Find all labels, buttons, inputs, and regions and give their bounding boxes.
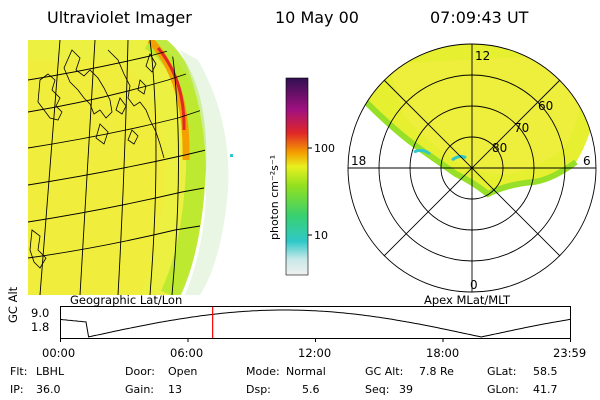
colorbar-tick-label-10: 10 [314, 229, 328, 242]
colorbar-tick-label-100: 100 [314, 142, 335, 155]
mode-value: Normal [286, 365, 326, 378]
polar-emission-edge [363, 99, 578, 198]
mlt-label-0: 0 [470, 278, 478, 292]
auroral-arc [156, 47, 186, 131]
flt-label: Flt: [10, 365, 28, 378]
uv-emission-yellow [28, 60, 166, 295]
colorbar-gradient [285, 77, 309, 276]
dayglow-fleck [230, 154, 233, 157]
seq-label: Seq: [365, 383, 390, 396]
flt-value: LBHL [36, 365, 65, 378]
ip-label: IP: [10, 383, 24, 396]
glon-label: GLon: [487, 383, 519, 396]
polar-grid [347, 43, 597, 293]
track-xtick-18: 18:00 [426, 346, 460, 360]
mlat-label-70: 70 [514, 121, 529, 135]
track-xtick-12: 12:00 [298, 346, 332, 360]
track-frame [60, 306, 571, 339]
gc-alt-label: GC Alt: [365, 365, 404, 378]
polar-cusp-spot [413, 148, 431, 156]
mode-label: Mode: [246, 365, 280, 378]
track-ytick-9: 9.0 [31, 306, 50, 320]
gc-alt-value: 7.8 Re [419, 365, 454, 378]
track-xtick-2359: 23:59 [553, 346, 587, 360]
glon-value: 41.7 [533, 383, 558, 396]
mlat-label-80: 80 [492, 141, 507, 155]
track-xtick-06: 06:00 [170, 346, 204, 360]
track-xtick-00: 00:00 [42, 346, 76, 360]
instrument-title: Ultraviolet Imager [47, 8, 192, 27]
dsp-value: 5.6 [302, 383, 320, 396]
track-ytick-1-8: 1.8 [31, 320, 50, 334]
gain-label: Gain: [125, 383, 154, 396]
glat-value: 58.5 [533, 365, 558, 378]
colorbar: 100 10 photon cm⁻²s⁻¹ [268, 77, 335, 276]
track-ticks [60, 338, 571, 342]
seq-value: 39 [399, 383, 413, 396]
geographic-image [28, 40, 233, 295]
mlt-label-6: 6 [583, 154, 591, 168]
glat-label: GLat: [487, 365, 517, 378]
uv-emission-green-band [144, 40, 207, 295]
apex-polar-plot: 12 18 6 0 60 70 80 [347, 43, 597, 293]
image-date: 10 May 00 [275, 8, 359, 27]
altitude-track-plot [60, 306, 571, 342]
apex-panel-label: Apex MLat/MLT [424, 293, 511, 307]
colorbar-unit-label: photon cm⁻²s⁻¹ [268, 155, 281, 240]
track-ylabel: GC Alt [6, 286, 20, 323]
polar-cusp-spot-2 [451, 154, 467, 162]
ip-value: 36.0 [36, 383, 61, 396]
gain-value: 13 [168, 383, 182, 396]
mlat-label-60: 60 [538, 99, 553, 113]
door-value: Open [168, 365, 198, 378]
uv-emission-fade [180, 50, 229, 295]
polar-emission-inner [388, 54, 581, 175]
mlt-label-18: 18 [351, 154, 366, 168]
mlt-label-12: 12 [475, 49, 490, 63]
image-time: 07:09:43 UT [430, 8, 529, 27]
altitude-curve [60, 309, 571, 338]
door-label: Door: [125, 365, 155, 378]
dsp-label: Dsp: [246, 383, 271, 396]
coastlines [29, 49, 165, 269]
geographic-panel-label: Geographic Lat/Lon [70, 293, 183, 307]
